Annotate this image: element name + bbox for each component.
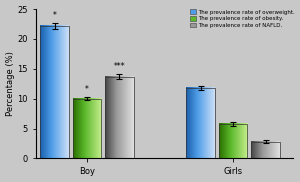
- Bar: [40, 26, 69, 158]
- Text: ***: ***: [114, 62, 125, 71]
- Legend: The prevalence rate of overweight., The prevalence rate of obesity., The prevale: The prevalence rate of overweight., The …: [190, 9, 295, 28]
- Bar: [105, 77, 134, 158]
- Bar: [186, 88, 215, 158]
- Bar: [251, 142, 280, 158]
- Text: *: *: [85, 85, 89, 94]
- Bar: [219, 124, 247, 158]
- Y-axis label: Percentage (%): Percentage (%): [6, 51, 15, 116]
- Text: *: *: [52, 11, 56, 20]
- Bar: [73, 99, 101, 158]
